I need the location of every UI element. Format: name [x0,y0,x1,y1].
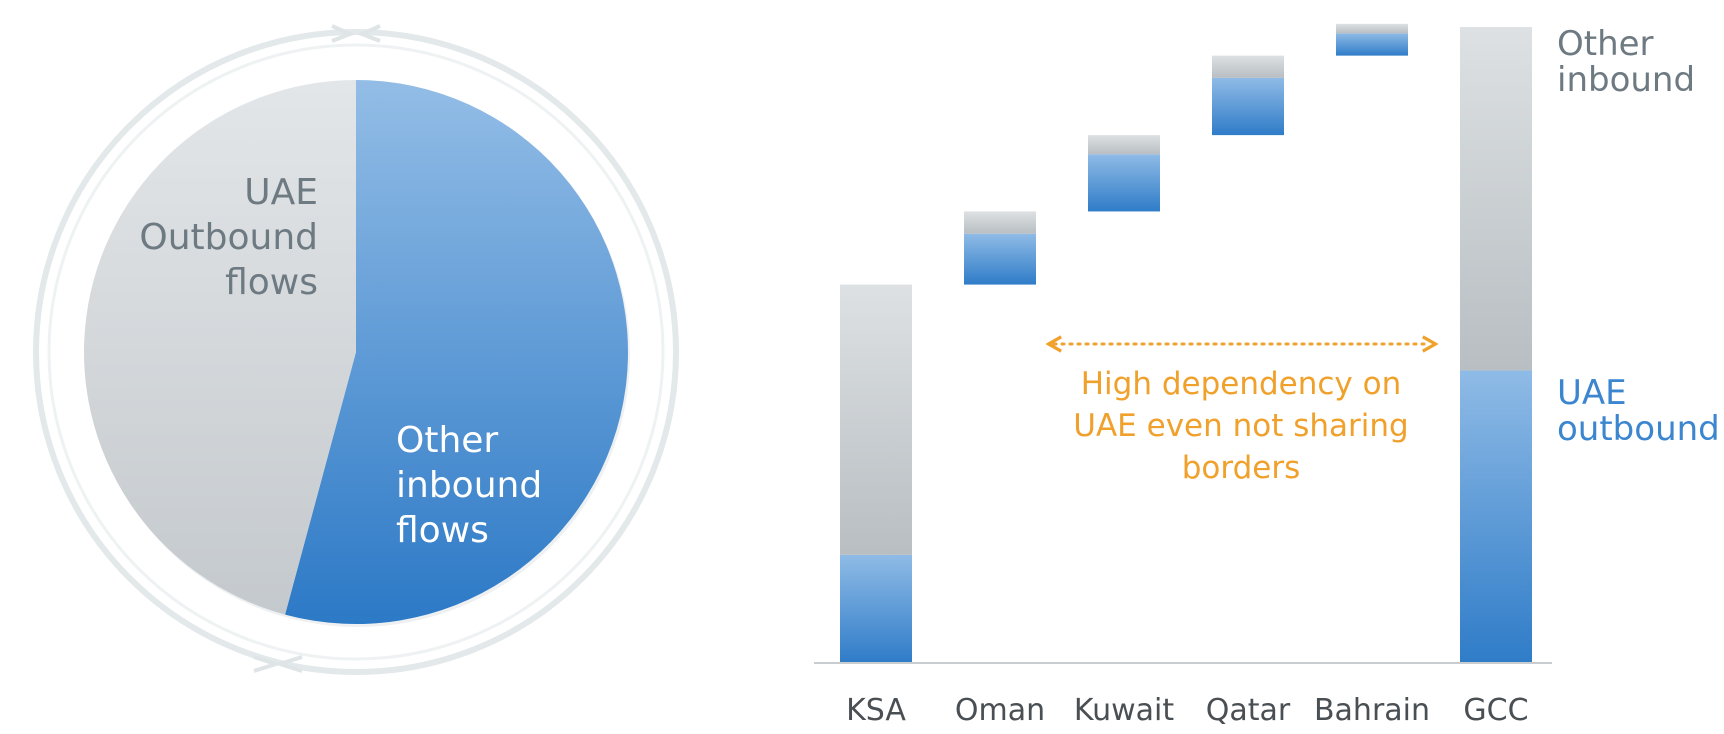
pie-chart: Other inbound flows UAE Outbound flows [33,24,679,675]
x-tick-bahrain: Bahrain [1314,693,1430,728]
x-tick-kuwait: Kuwait [1074,693,1174,728]
pie-inner-ring [47,43,665,661]
bar-bahrain-other-inbound [1336,23,1408,34]
pie-ring-arrow-top [331,24,381,43]
pie-label-other-inbound-flows: Other inbound flows [396,420,542,551]
bar-oman-uae-outbound [964,233,1036,285]
x-tick-oman: Oman [955,693,1045,728]
bar-bahrain-uae-outbound [1336,33,1408,56]
bar-ksa-other-inbound [840,284,912,555]
annotation: High dependency on UAE even not sharing bo… [1045,335,1439,486]
waterfall-chart: KSA Oman Kuwait Qatar Bahrain GCC Other inboun… [814,23,1720,728]
bar-kuwait-uae-outbound [1088,154,1160,212]
x-tick-gcc: GCC [1463,693,1528,728]
annotation-text: High dependency on UAE even not sharing bo… [1073,366,1408,486]
bar-ksa-uae-outbound [840,554,912,663]
x-tick-ksa: KSA [846,693,906,728]
x-tick-qatar: Qatar [1206,693,1291,728]
legend-uae-outbound: UAE outbound [1557,373,1720,449]
legend-other-inbound: Other inbound [1557,24,1695,100]
bar-kuwait-other-inbound [1088,135,1160,155]
bar-gcc-other-inbound [1460,27,1532,371]
bar-oman-other-inbound [964,211,1036,234]
pie-ring-arrow-bottom [253,655,303,673]
bar-qatar-uae-outbound [1212,77,1284,136]
bar-gcc-uae-outbound [1460,370,1532,663]
bar-qatar-other-inbound [1212,55,1284,78]
pie-label-uae-outbound-flows: UAE Outbound flows [139,172,318,303]
pie-slice-uae-outbound-flows [84,80,356,615]
pie-outer-ring [33,29,679,675]
pie-slice-other-inbound-flows [285,80,629,624]
